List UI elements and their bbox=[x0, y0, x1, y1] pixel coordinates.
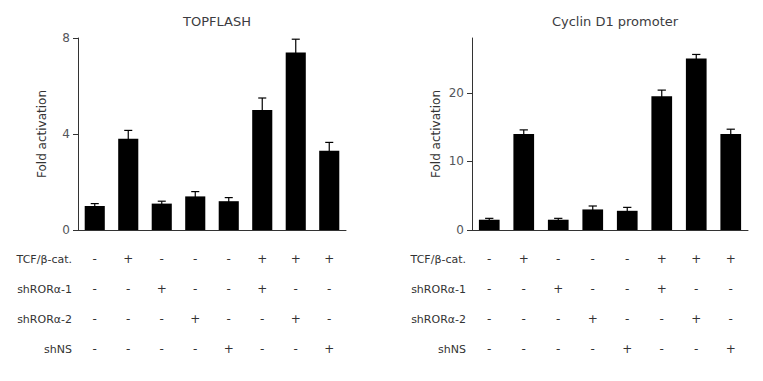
svg-text:-: - bbox=[660, 312, 664, 326]
svg-text:-: - bbox=[93, 342, 97, 356]
svg-text:-: - bbox=[522, 282, 526, 296]
svg-text:-: - bbox=[193, 252, 197, 266]
svg-text:-: - bbox=[660, 342, 664, 356]
svg-text:-: - bbox=[93, 312, 97, 326]
svg-text:-: - bbox=[93, 282, 97, 296]
svg-text:+: + bbox=[657, 252, 667, 266]
svg-text:-: - bbox=[193, 282, 197, 296]
svg-text:-: - bbox=[591, 342, 595, 356]
svg-text:-: - bbox=[227, 282, 231, 296]
svg-text:10: 10 bbox=[449, 154, 464, 168]
svg-text:20: 20 bbox=[449, 86, 464, 100]
svg-text:-: - bbox=[227, 312, 231, 326]
svg-text:-: - bbox=[591, 252, 595, 266]
svg-text:Fold activation: Fold activation bbox=[35, 90, 49, 178]
svg-text:+: + bbox=[224, 342, 234, 356]
svg-text:-: - bbox=[556, 312, 560, 326]
svg-text:+: + bbox=[726, 252, 736, 266]
svg-text:shRORα-2: shRORα-2 bbox=[411, 313, 466, 326]
svg-text:-: - bbox=[694, 282, 698, 296]
svg-text:-: - bbox=[160, 342, 164, 356]
svg-text:-: - bbox=[327, 282, 331, 296]
svg-text:Cyclin D1 promoter: Cyclin D1 promoter bbox=[552, 14, 679, 29]
svg-text:-: - bbox=[522, 342, 526, 356]
svg-text:0: 0 bbox=[62, 223, 70, 237]
svg-text:+: + bbox=[291, 312, 301, 326]
svg-text:-: - bbox=[487, 252, 491, 266]
svg-text:+: + bbox=[657, 282, 667, 296]
svg-text:shRORα-1: shRORα-1 bbox=[17, 283, 72, 296]
svg-text:-: - bbox=[126, 282, 130, 296]
svg-text:-: - bbox=[625, 282, 629, 296]
svg-text:+: + bbox=[691, 252, 701, 266]
svg-text:4: 4 bbox=[62, 127, 70, 141]
svg-text:+: + bbox=[519, 252, 529, 266]
svg-text:+: + bbox=[553, 282, 563, 296]
svg-text:-: - bbox=[227, 252, 231, 266]
svg-text:-: - bbox=[327, 312, 331, 326]
svg-text:8: 8 bbox=[62, 31, 70, 45]
svg-text:+: + bbox=[726, 342, 736, 356]
svg-text:-: - bbox=[260, 312, 264, 326]
svg-text:+: + bbox=[257, 282, 267, 296]
svg-text:+: + bbox=[588, 312, 598, 326]
svg-text:-: - bbox=[625, 312, 629, 326]
svg-text:+: + bbox=[691, 312, 701, 326]
svg-text:-: - bbox=[294, 282, 298, 296]
svg-text:-: - bbox=[487, 312, 491, 326]
svg-text:-: - bbox=[556, 342, 560, 356]
svg-text:-: - bbox=[694, 342, 698, 356]
svg-text:-: - bbox=[625, 252, 629, 266]
svg-text:-: - bbox=[294, 342, 298, 356]
svg-text:Fold activation: Fold activation bbox=[429, 90, 443, 178]
svg-text:TCF/β-cat.: TCF/β-cat. bbox=[16, 253, 72, 266]
svg-text:shRORα-1: shRORα-1 bbox=[411, 283, 466, 296]
svg-text:-: - bbox=[591, 282, 595, 296]
svg-text:-: - bbox=[729, 312, 733, 326]
svg-text:TOPFLASH: TOPFLASH bbox=[182, 14, 251, 29]
svg-text:-: - bbox=[126, 312, 130, 326]
svg-text:-: - bbox=[93, 252, 97, 266]
svg-text:shRORα-2: shRORα-2 bbox=[17, 313, 72, 326]
svg-text:-: - bbox=[729, 282, 733, 296]
svg-text:-: - bbox=[522, 312, 526, 326]
svg-text:-: - bbox=[556, 252, 560, 266]
svg-text:+: + bbox=[157, 282, 167, 296]
svg-text:+: + bbox=[257, 252, 267, 266]
svg-text:-: - bbox=[260, 342, 264, 356]
svg-text:-: - bbox=[160, 252, 164, 266]
svg-text:-: - bbox=[487, 282, 491, 296]
svg-text:-: - bbox=[487, 342, 491, 356]
svg-text:+: + bbox=[324, 252, 334, 266]
svg-text:+: + bbox=[622, 342, 632, 356]
svg-text:-: - bbox=[126, 342, 130, 356]
svg-text:+: + bbox=[123, 252, 133, 266]
svg-text:TCF/β-cat.: TCF/β-cat. bbox=[410, 253, 466, 266]
svg-text:+: + bbox=[324, 342, 334, 356]
svg-text:-: - bbox=[193, 342, 197, 356]
svg-text:-: - bbox=[160, 312, 164, 326]
svg-text:shNS: shNS bbox=[44, 343, 72, 356]
svg-text:+: + bbox=[291, 252, 301, 266]
svg-text:0: 0 bbox=[456, 223, 464, 237]
svg-text:shNS: shNS bbox=[438, 343, 466, 356]
svg-text:+: + bbox=[190, 312, 200, 326]
